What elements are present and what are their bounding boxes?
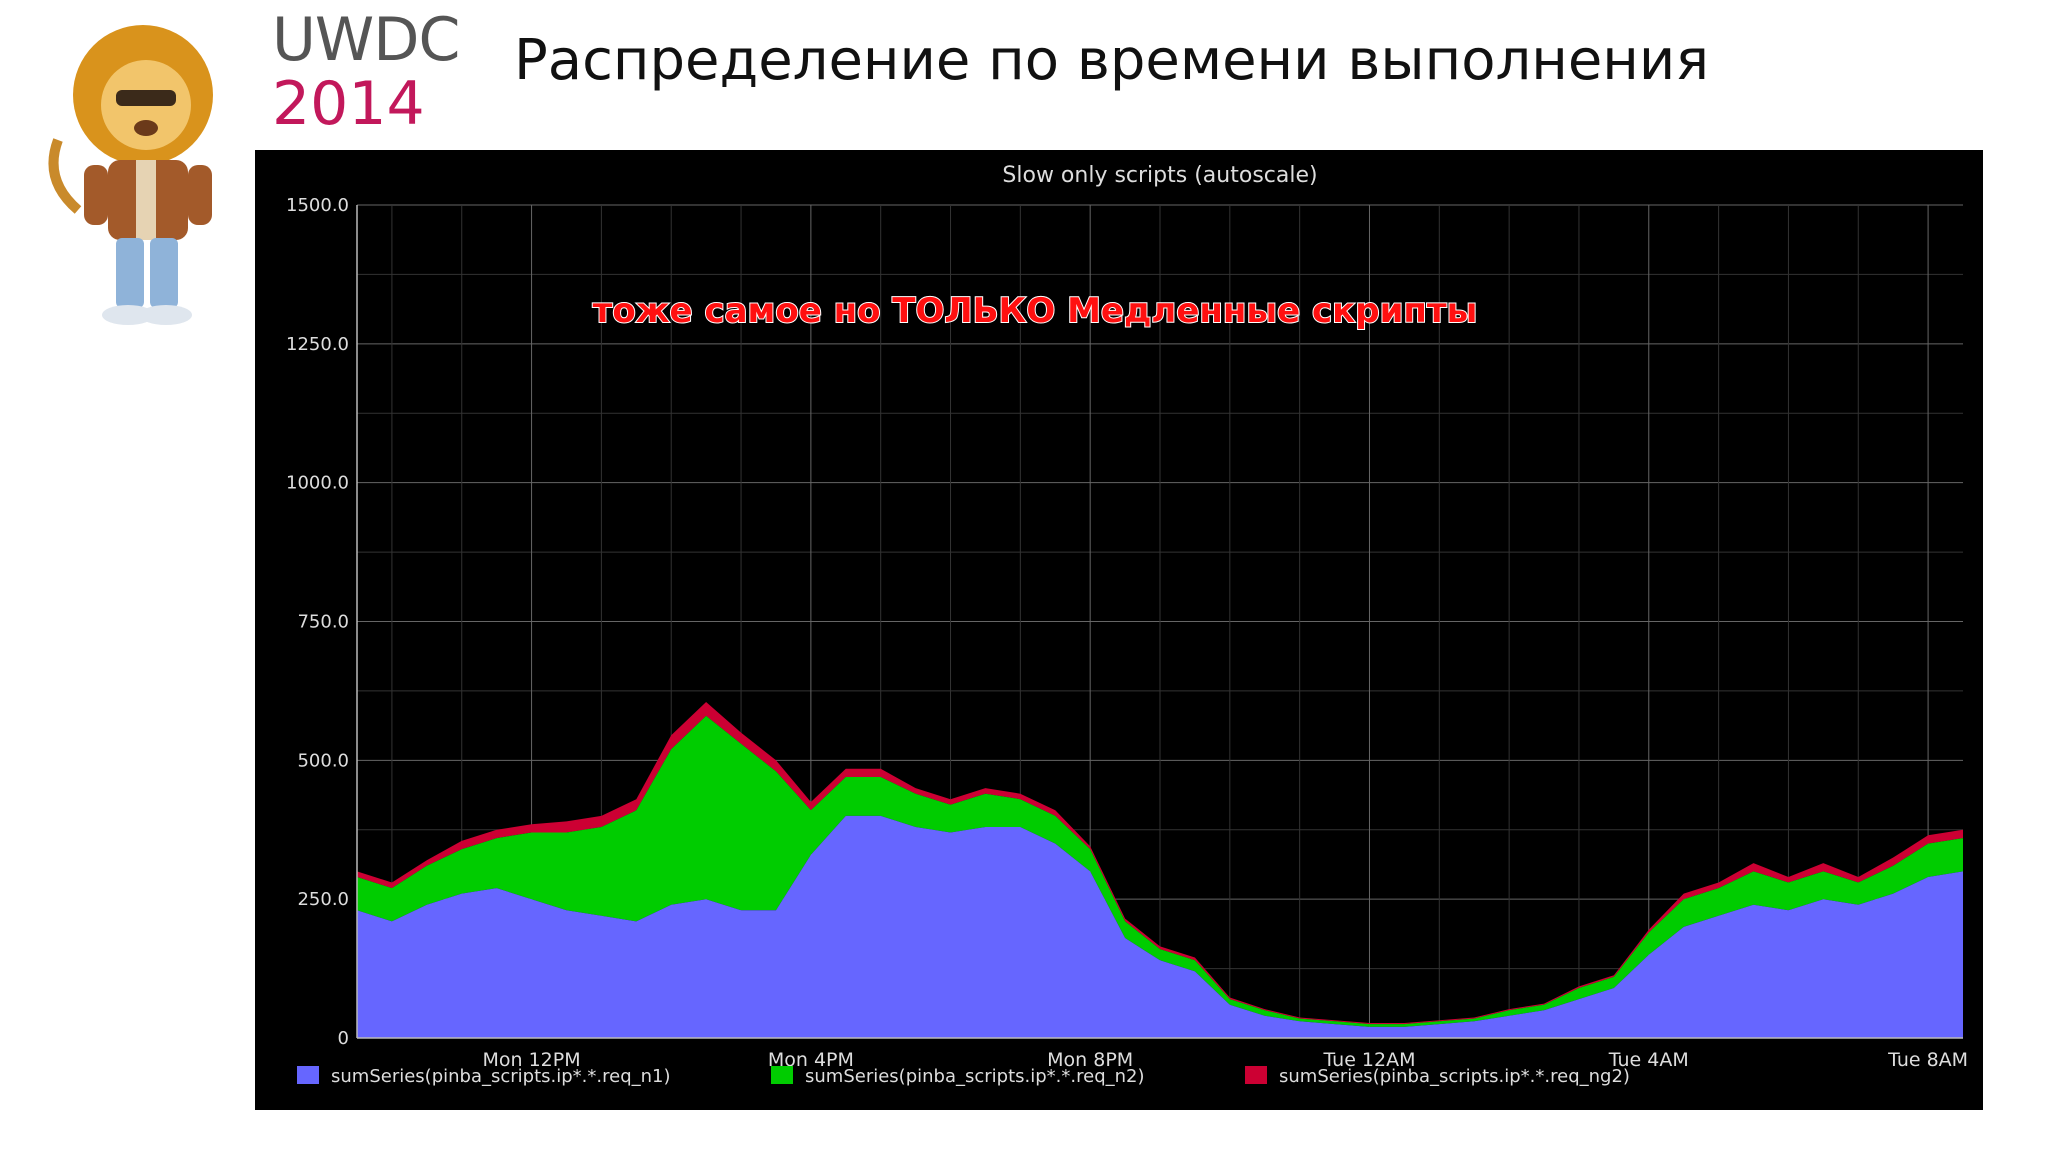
legend-swatch [771, 1066, 793, 1084]
legend-label: sumSeries(pinba_scripts.ip*.*.req_ng2) [1279, 1066, 1630, 1087]
chart-title: Slow only scripts (autoscale) [1002, 163, 1317, 188]
y-tick-label: 500.0 [297, 750, 349, 771]
lion-mascot-logo [38, 10, 248, 340]
x-tick-label: Tue 8AM [1887, 1049, 1968, 1071]
x-tick-label: Mon 4PM [768, 1049, 854, 1071]
slide-title: Распределение по времени выполнения [514, 28, 1710, 93]
x-tick-label: Mon 8PM [1047, 1049, 1133, 1071]
legend-label: sumSeries(pinba_scripts.ip*.*.req_n1) [331, 1066, 671, 1087]
legend-swatch [297, 1066, 319, 1084]
brand-logo-text: UWDC 2014 [272, 5, 460, 139]
area-chart: Slow only scripts (autoscale) 0 250.0 500.0… [286, 163, 1968, 1087]
x-tick-label: Tue 12AM [1322, 1049, 1415, 1071]
x-tick-label: Mon 12PM [482, 1049, 580, 1071]
y-tick-label: 1250.0 [286, 334, 349, 355]
brand-name: UWDC [272, 5, 460, 75]
y-tick-label: 1500.0 [286, 195, 349, 216]
legend-swatch [1245, 1066, 1267, 1084]
chart-panel: Slow only scripts (autoscale) 0 250.0 500.0… [255, 150, 1983, 1110]
y-tick-label: 0 [338, 1028, 349, 1049]
legend-label: sumSeries(pinba_scripts.ip*.*.req_n2) [805, 1066, 1145, 1087]
series-area [357, 815, 1963, 1038]
series-area [357, 715, 1963, 1027]
chart-annotation: тоже самое но ТОЛЬКО Медленные скрипты [593, 291, 1478, 331]
x-tick-label: Tue 4AM [1608, 1049, 1689, 1071]
y-tick-label: 250.0 [297, 889, 349, 910]
brand-year: 2014 [272, 69, 425, 139]
y-tick-label: 750.0 [297, 612, 349, 633]
y-tick-label: 1000.0 [286, 473, 349, 494]
